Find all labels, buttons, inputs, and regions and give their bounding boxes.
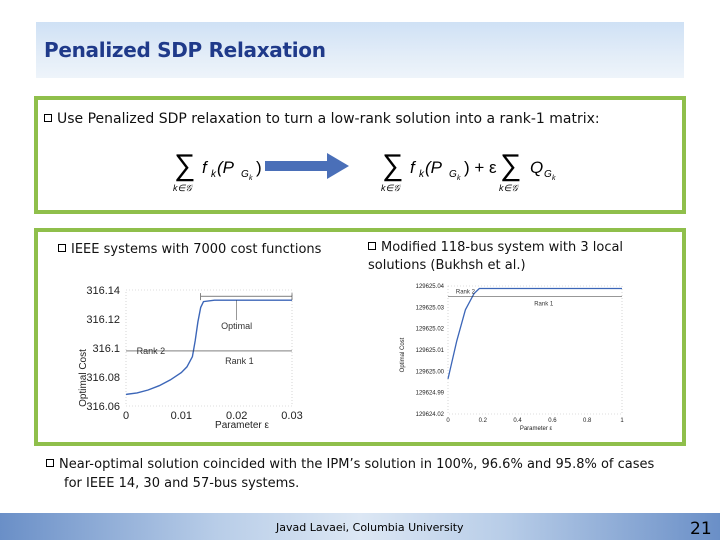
x-tick-label: 0.4	[513, 418, 522, 424]
formula-f: f	[202, 158, 209, 177]
x-tick-label: 0.8	[583, 418, 592, 424]
y-tick-label: 316.06	[86, 401, 120, 413]
checkbox-bullet-icon	[44, 114, 52, 122]
svg-text:): )	[256, 158, 262, 177]
svg-text:k∈𝒢: k∈𝒢	[381, 183, 401, 193]
left-bullet-text: IEEE systems with 7000 cost functions	[71, 242, 322, 257]
svg-text:k: k	[211, 169, 217, 180]
formula-box	[34, 96, 686, 214]
title-band	[36, 22, 684, 78]
svg-text:∑: ∑	[500, 149, 521, 182]
x-axis-label: Parameter ε	[520, 426, 553, 432]
footer-author: Javad Lavaei, Columbia University	[276, 521, 464, 534]
x-tick-label: 0	[123, 410, 129, 422]
y-tick-label: 129624.02	[416, 412, 445, 418]
svg-text:G: G	[449, 169, 457, 180]
y-axis-label: Optimal Cost	[400, 337, 406, 372]
right-cost-chart: Optimal Cost Parameter ε 129625.04 129625…	[400, 284, 624, 432]
top-bullet-text: Use Penalized SDP relaxation to turn a l…	[57, 111, 600, 127]
checkbox-bullet-icon	[368, 242, 376, 250]
svg-text:(P: (P	[425, 158, 443, 177]
svg-text:) + ε: ) + ε	[464, 158, 497, 177]
annotation-optimal: Optimal	[221, 321, 252, 331]
y-tick-label: 129625.03	[416, 305, 445, 311]
right-bullet: Modified 118-bus system with 3 local sol…	[368, 239, 623, 275]
x-tick-label: 0.2	[479, 418, 488, 424]
annotation-rank1: Rank 1	[225, 356, 254, 366]
svg-text:(P: (P	[217, 158, 235, 177]
y-tick-label: 129625.00	[416, 369, 445, 375]
x-tick-label: 1	[620, 418, 624, 424]
svg-text:k: k	[552, 175, 556, 182]
top-bullet: Use Penalized SDP relaxation to turn a l…	[44, 110, 600, 128]
footer-band	[0, 513, 720, 540]
svg-text:f: f	[410, 158, 417, 177]
x-tick-label: 0.03	[281, 410, 302, 422]
annotation-rank2: Rank 2	[137, 346, 166, 356]
sum-symbol: ∑	[174, 149, 195, 182]
y-tick-label: 129625.01	[416, 348, 445, 354]
annotation-rank1: Rank 1	[534, 302, 554, 308]
plot-frame	[447, 285, 623, 415]
bottom-bullet: Near-optimal solution coincided with the…	[46, 455, 654, 493]
svg-text:∑: ∑	[382, 149, 403, 182]
svg-text:k∈𝒢: k∈𝒢	[499, 183, 519, 193]
checkbox-bullet-icon	[46, 459, 54, 467]
svg-text:k: k	[457, 175, 461, 182]
x-tick-label: 0.01	[171, 410, 192, 422]
results-box	[34, 228, 686, 446]
left-bullet: IEEE systems with 7000 cost functions	[58, 241, 321, 259]
series-line	[125, 299, 292, 396]
svg-text:G: G	[544, 169, 552, 180]
checkbox-bullet-icon	[58, 244, 66, 252]
y-tick-label: 316.1	[92, 343, 120, 355]
bottom-bullet-line2: for IEEE 14, 30 and 57-bus systems.	[64, 476, 300, 491]
x-tick-label: 0.6	[548, 418, 557, 424]
y-axis-label: Optimal Cost	[78, 349, 89, 407]
slide-title: Penalized SDP Relaxation	[44, 38, 326, 62]
y-tick-label: 129624.99	[416, 391, 445, 397]
svg-text:k: k	[249, 175, 253, 182]
arrow-right-icon	[265, 153, 349, 179]
sum-subscript: k∈𝒢	[173, 183, 193, 193]
formula-left: ∑ k∈𝒢 f k (P G k )	[173, 149, 262, 193]
right-bullet-line1: Modified 118-bus system with 3 local	[381, 240, 624, 255]
right-bullet-line2: solutions (Bukhsh et al.)	[368, 258, 526, 273]
bottom-bullet-line1: Near-optimal solution coincided with the…	[59, 457, 655, 472]
svg-text:k: k	[419, 169, 425, 180]
series-line	[447, 287, 622, 380]
left-cost-chart: Optimal Cost Parameter ε 316.14 316.12 316…	[78, 285, 303, 431]
y-tick-label: 129625.04	[416, 284, 445, 290]
y-tick-label: 129625.02	[416, 327, 445, 333]
x-axis-label: Parameter ε	[215, 420, 269, 431]
annotation-rank2: Rank 2	[456, 290, 476, 296]
formula-right: ∑ k∈𝒢 f k (P G k ) + ε ∑ k∈𝒢 Q G k	[381, 149, 556, 193]
x-tick-label: 0	[446, 418, 450, 424]
x-tick-label: 0.02	[226, 410, 247, 422]
svg-text:G: G	[241, 169, 249, 180]
svg-text:Q: Q	[530, 158, 543, 177]
page-number: 21	[690, 519, 712, 539]
y-tick-label: 316.12	[86, 314, 120, 326]
y-tick-label: 316.08	[86, 372, 120, 384]
y-tick-label: 316.14	[86, 285, 120, 297]
